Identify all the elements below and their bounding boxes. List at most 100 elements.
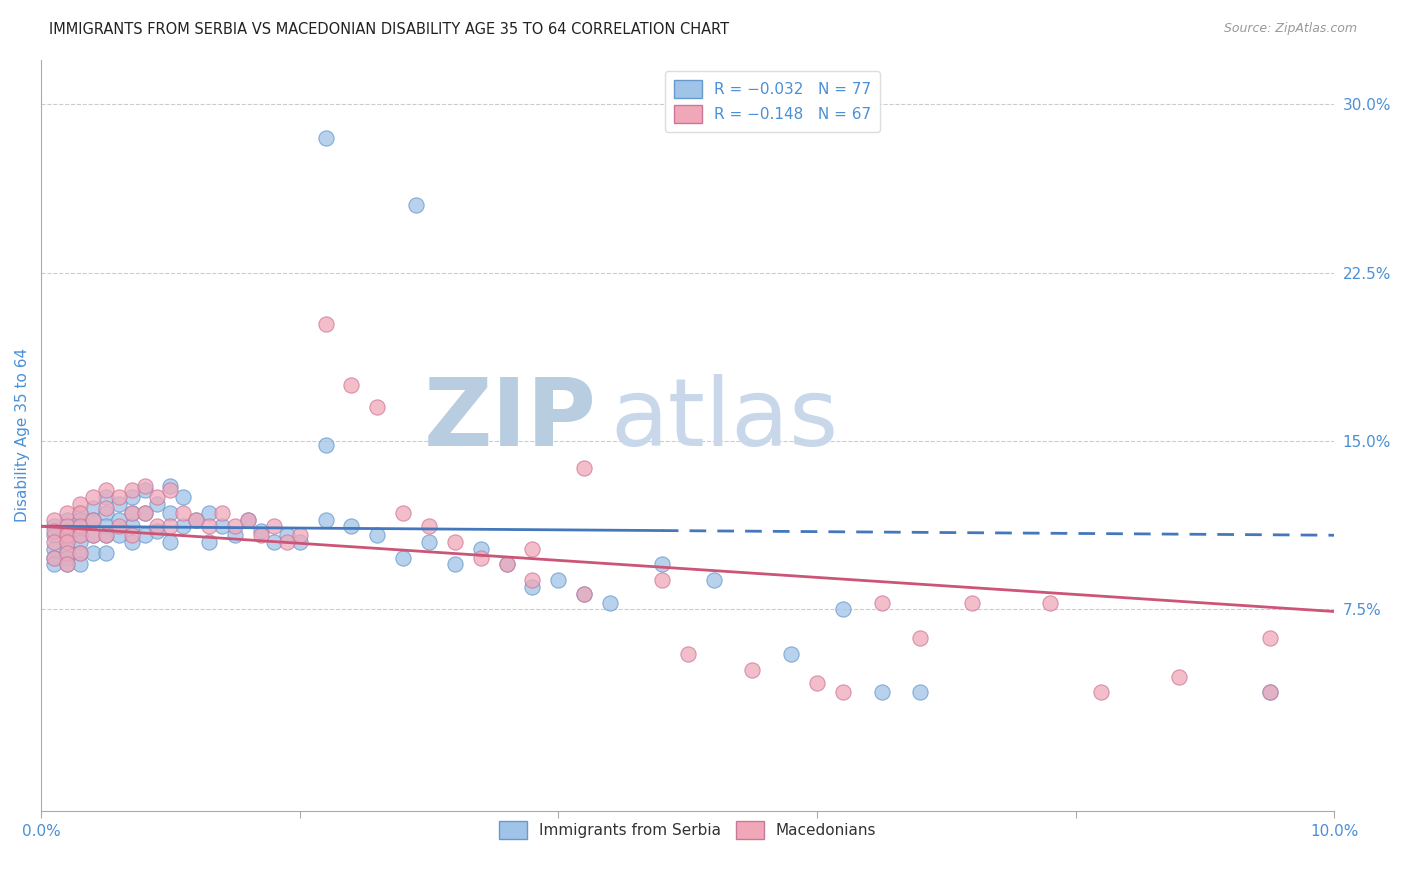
- Point: [69, 558, 91, 572]
- Point: [599, 595, 621, 609]
- Point: [224, 528, 246, 542]
- Point: [315, 512, 337, 526]
- Point: [870, 685, 893, 699]
- Point: [82, 501, 104, 516]
- Point: [315, 131, 337, 145]
- Point: [56, 524, 79, 538]
- Point: [960, 595, 983, 609]
- Point: [910, 685, 932, 699]
- Point: [146, 519, 169, 533]
- Point: [69, 506, 91, 520]
- Point: [159, 535, 181, 549]
- Point: [107, 490, 129, 504]
- Point: [94, 528, 117, 542]
- Point: [56, 535, 79, 549]
- Point: [121, 535, 143, 549]
- Point: [121, 519, 143, 533]
- Point: [56, 558, 79, 572]
- Point: [470, 550, 492, 565]
- Point: [263, 519, 285, 533]
- Point: [42, 550, 65, 565]
- Point: [56, 535, 79, 549]
- Point: [107, 497, 129, 511]
- Point: [42, 524, 65, 538]
- Point: [444, 558, 467, 572]
- Point: [82, 512, 104, 526]
- Point: [522, 580, 544, 594]
- Point: [121, 506, 143, 520]
- Point: [69, 512, 91, 526]
- Legend: Immigrants from Serbia, Macedonians: Immigrants from Serbia, Macedonians: [494, 815, 883, 845]
- Point: [94, 546, 117, 560]
- Point: [121, 490, 143, 504]
- Point: [263, 535, 285, 549]
- Point: [146, 490, 169, 504]
- Point: [522, 541, 544, 556]
- Point: [107, 528, 129, 542]
- Point: [651, 558, 673, 572]
- Point: [94, 506, 117, 520]
- Point: [340, 378, 363, 392]
- Point: [198, 519, 221, 533]
- Point: [69, 535, 91, 549]
- Point: [910, 632, 932, 646]
- Point: [82, 528, 104, 542]
- Point: [107, 519, 129, 533]
- Point: [574, 461, 596, 475]
- Point: [1258, 685, 1281, 699]
- Text: atlas: atlas: [610, 375, 838, 467]
- Point: [211, 519, 233, 533]
- Point: [159, 483, 181, 498]
- Point: [82, 512, 104, 526]
- Point: [276, 535, 298, 549]
- Point: [831, 602, 853, 616]
- Point: [134, 506, 156, 520]
- Point: [1090, 685, 1112, 699]
- Point: [211, 506, 233, 520]
- Point: [186, 512, 208, 526]
- Point: [42, 558, 65, 572]
- Point: [1168, 669, 1191, 683]
- Point: [392, 550, 415, 565]
- Point: [42, 528, 65, 542]
- Point: [276, 528, 298, 542]
- Point: [94, 483, 117, 498]
- Point: [236, 512, 259, 526]
- Point: [198, 535, 221, 549]
- Point: [495, 558, 517, 572]
- Point: [418, 535, 440, 549]
- Point: [56, 541, 79, 556]
- Point: [676, 647, 699, 661]
- Point: [69, 519, 91, 533]
- Point: [495, 558, 517, 572]
- Point: [444, 535, 467, 549]
- Point: [574, 586, 596, 600]
- Point: [82, 546, 104, 560]
- Point: [159, 519, 181, 533]
- Point: [134, 479, 156, 493]
- Point: [42, 550, 65, 565]
- Point: [1258, 632, 1281, 646]
- Point: [741, 663, 763, 677]
- Point: [250, 528, 273, 542]
- Point: [42, 512, 65, 526]
- Point: [236, 512, 259, 526]
- Point: [702, 573, 724, 587]
- Point: [366, 401, 388, 415]
- Point: [340, 519, 363, 533]
- Point: [1258, 685, 1281, 699]
- Point: [288, 535, 311, 549]
- Point: [82, 528, 104, 542]
- Point: [547, 573, 569, 587]
- Point: [94, 528, 117, 542]
- Point: [94, 519, 117, 533]
- Point: [42, 541, 65, 556]
- Point: [186, 512, 208, 526]
- Point: [172, 490, 194, 504]
- Point: [172, 519, 194, 533]
- Point: [146, 497, 169, 511]
- Point: [94, 490, 117, 504]
- Y-axis label: Disability Age 35 to 64: Disability Age 35 to 64: [15, 349, 30, 523]
- Point: [69, 546, 91, 560]
- Point: [831, 685, 853, 699]
